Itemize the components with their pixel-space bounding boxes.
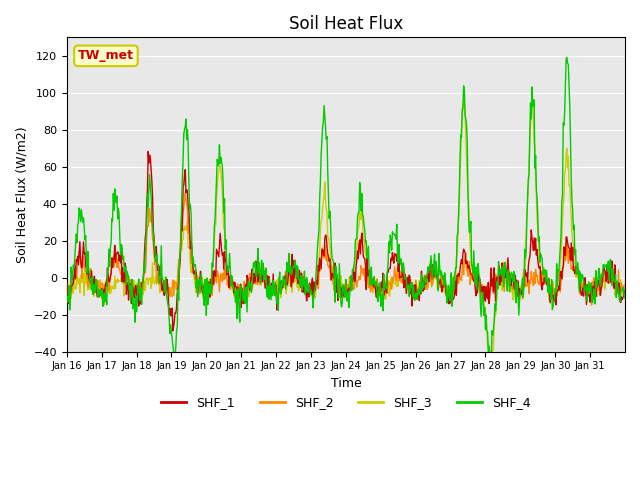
- SHF_1: [281, 275, 289, 280]
- SHF_4: [435, 251, 443, 256]
- Line: SHF_1: SHF_1: [67, 152, 624, 331]
- Line: SHF_4: SHF_4: [67, 58, 624, 372]
- SHF_4: [63, 299, 70, 304]
- SHF_3: [259, 268, 266, 274]
- SHF_1: [404, 286, 412, 291]
- SHF_1: [260, 275, 268, 280]
- SHF_3: [63, 295, 70, 300]
- SHF_2: [232, 285, 239, 290]
- SHF_4: [232, 299, 239, 305]
- Line: SHF_2: SHF_2: [67, 193, 624, 305]
- SHF_4: [404, 285, 412, 291]
- SHF_1: [145, 149, 152, 155]
- SHF_3: [403, 278, 411, 284]
- SHF_2: [620, 282, 628, 288]
- SHF_4: [259, 260, 267, 266]
- SHF_3: [435, 283, 442, 289]
- SHF_1: [63, 280, 70, 286]
- SHF_4: [170, 369, 178, 374]
- SHF_1: [436, 279, 444, 285]
- SHF_2: [129, 279, 136, 285]
- SHF_3: [528, 98, 536, 104]
- SHF_4: [620, 295, 628, 301]
- SHF_2: [588, 302, 595, 308]
- Y-axis label: Soil Heat Flux (W/m2): Soil Heat Flux (W/m2): [15, 126, 28, 263]
- SHF_2: [63, 283, 70, 288]
- SHF_2: [259, 279, 267, 285]
- SHF_1: [232, 284, 240, 290]
- Line: SHF_3: SHF_3: [67, 101, 624, 361]
- SHF_2: [435, 276, 443, 282]
- SHF_1: [129, 278, 136, 284]
- Title: Soil Heat Flux: Soil Heat Flux: [289, 15, 403, 33]
- SHF_3: [231, 284, 239, 290]
- SHF_3: [620, 288, 628, 294]
- SHF_4: [280, 278, 288, 284]
- SHF_3: [280, 284, 287, 289]
- Legend: SHF_1, SHF_2, SHF_3, SHF_4: SHF_1, SHF_2, SHF_3, SHF_4: [156, 391, 536, 414]
- SHF_1: [169, 328, 177, 334]
- SHF_4: [563, 55, 571, 60]
- SHF_3: [129, 288, 136, 293]
- SHF_2: [280, 282, 288, 288]
- SHF_1: [620, 288, 628, 294]
- X-axis label: Time: Time: [330, 377, 361, 390]
- SHF_4: [129, 276, 136, 282]
- SHF_2: [181, 190, 189, 196]
- SHF_3: [486, 359, 493, 364]
- SHF_2: [404, 280, 412, 286]
- Text: TW_met: TW_met: [78, 49, 134, 62]
